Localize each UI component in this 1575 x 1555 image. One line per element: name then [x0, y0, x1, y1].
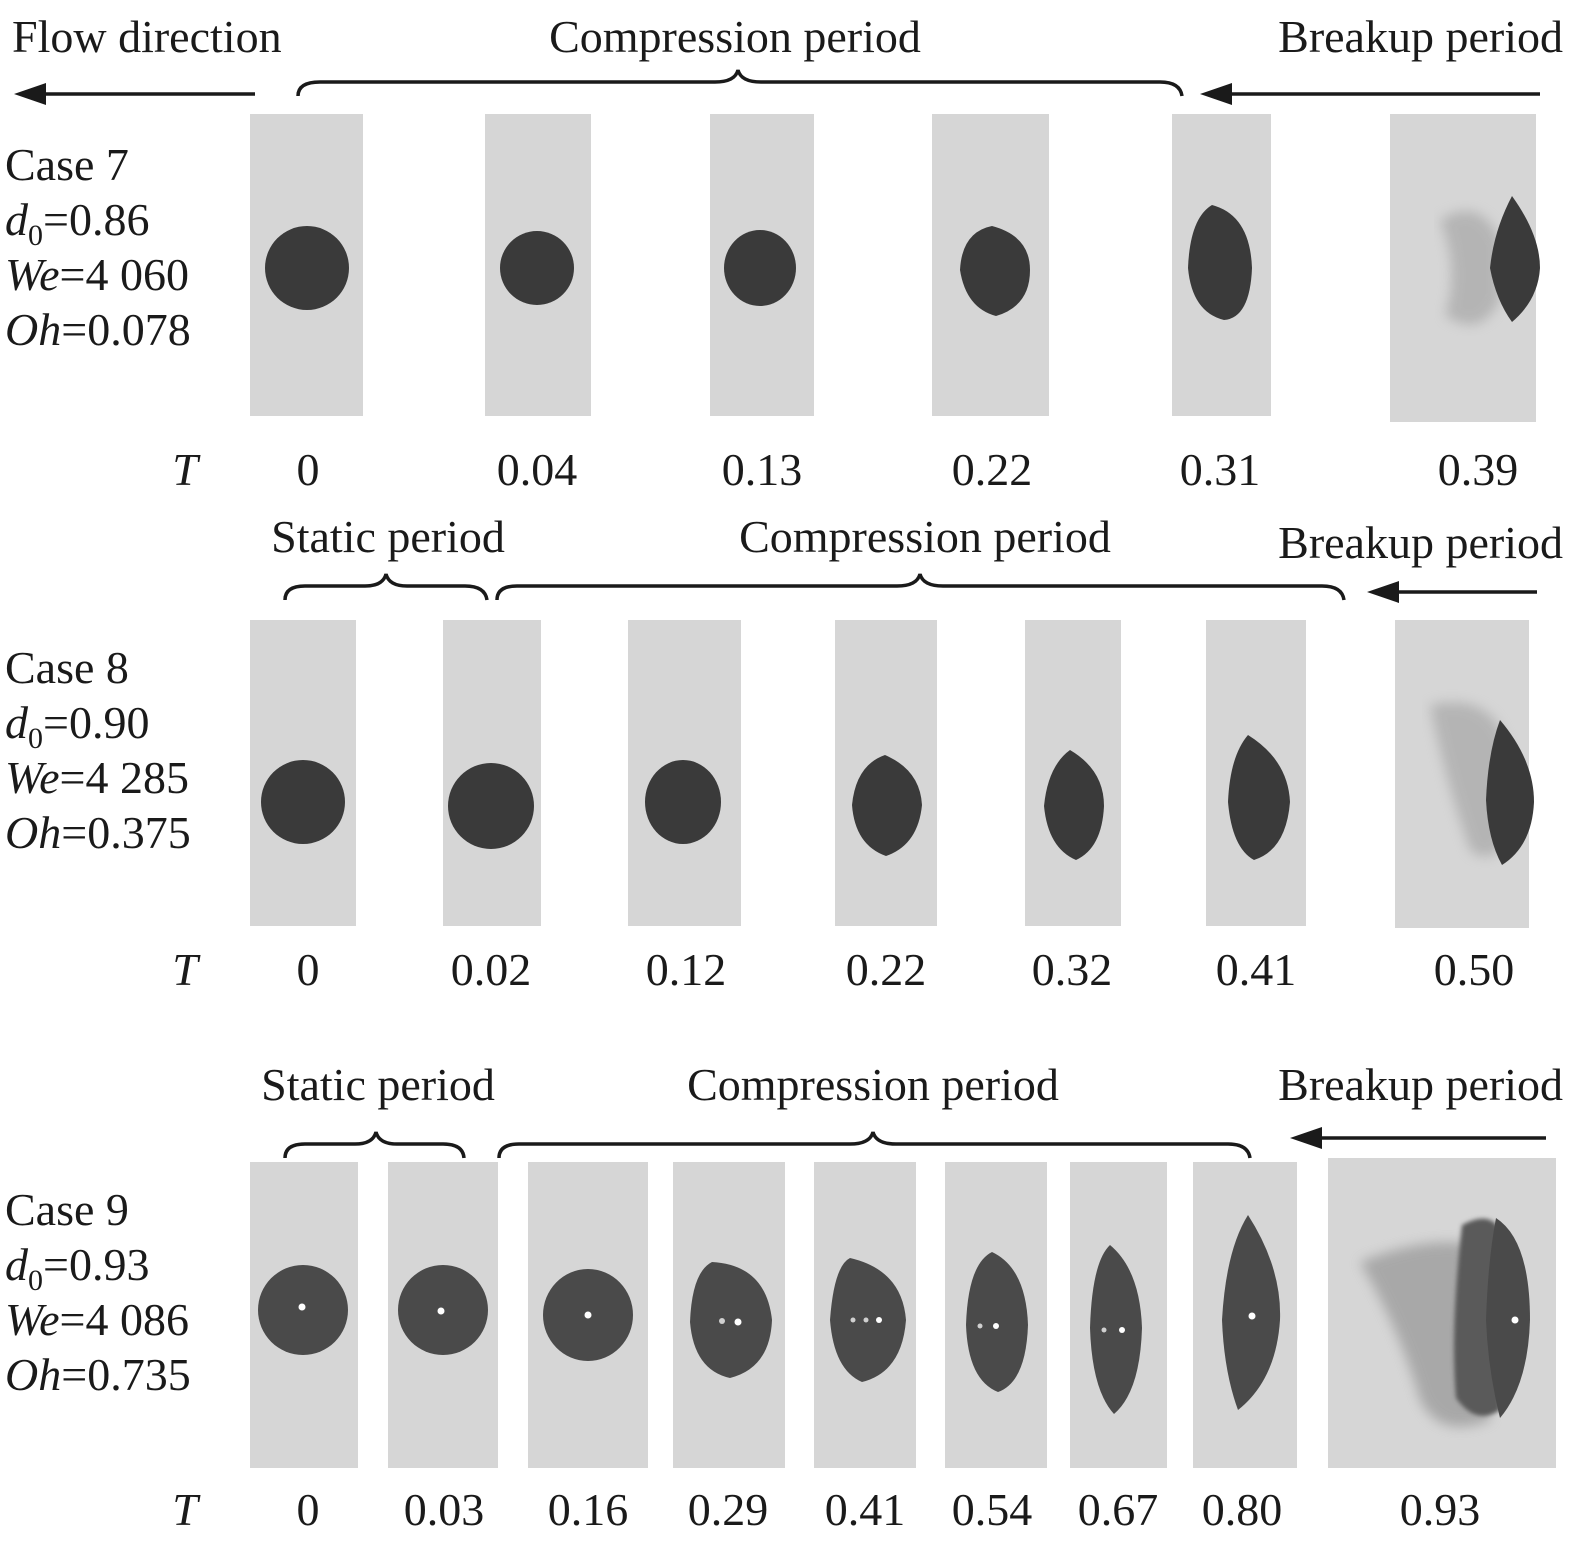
flow-direction-arrow [14, 83, 255, 105]
case9-oh: Oh=0.735 [5, 1349, 191, 1400]
t-value: 0.80 [1202, 1484, 1283, 1535]
case8-compression-period-label: Compression period [739, 511, 1111, 562]
case7-we: We=4 060 [5, 249, 189, 300]
droplet-frame [1172, 114, 1271, 416]
case7-compression-period-label: Compression period [549, 11, 921, 62]
t-value: 0.39 [1438, 444, 1519, 495]
case7-frames [250, 114, 1540, 422]
case7-label: Case 7 [5, 139, 129, 190]
droplet-frame [250, 114, 363, 416]
droplet-frame [1390, 114, 1540, 422]
case7-compression-brace [296, 69, 1184, 97]
droplet-frame [710, 114, 814, 416]
case8-compression-brace [495, 573, 1346, 601]
case8-parameters: Case 8 d0=0.90 We=4 285 Oh=0.375 [5, 642, 191, 858]
t-value: 0.03 [404, 1484, 485, 1535]
case9-frames [250, 1158, 1556, 1468]
case9-compression-period-label: Compression period [687, 1059, 1059, 1110]
t-value: 0.29 [688, 1484, 769, 1535]
t-value: 0.13 [722, 444, 803, 495]
t-value: 0.04 [497, 444, 578, 495]
case7-t-symbol: T [172, 444, 201, 495]
t-value: 0 [297, 944, 320, 995]
droplet-frame [1328, 1158, 1556, 1468]
t-value: 0.41 [825, 1484, 906, 1535]
droplet-frame [1025, 620, 1121, 926]
case8-static-period-label: Static period [271, 511, 505, 562]
case9-time-axis: T 0 0.03 0.16 0.29 0.41 0.54 0.67 0.80 0… [172, 1484, 1480, 1535]
case8-d0: d0=0.90 [5, 697, 149, 755]
case9-label: Case 9 [5, 1184, 129, 1235]
case8-t-symbol: T [172, 944, 201, 995]
droplet-frame [485, 114, 591, 416]
t-value: 0.54 [952, 1484, 1033, 1535]
droplet-frame [814, 1162, 916, 1468]
droplet-frame [250, 1162, 358, 1468]
t-value: 0.31 [1180, 444, 1261, 495]
t-value: 0.02 [451, 944, 532, 995]
case7-time-axis: T 0 0.04 0.13 0.22 0.31 0.39 [172, 444, 1518, 495]
case7-parameters: Case 7 d0=0.86 We=4 060 Oh=0.078 [5, 139, 191, 355]
case9-breakup-period-label: Breakup period [1278, 1059, 1563, 1110]
droplet-frame [1070, 1162, 1167, 1468]
t-value: 0.12 [646, 944, 727, 995]
case7-oh: Oh=0.078 [5, 304, 191, 355]
case9-d0: d0=0.93 [5, 1239, 149, 1297]
droplet-frame [528, 1162, 648, 1468]
droplet-frame [1206, 620, 1306, 926]
case9-parameters: Case 9 d0=0.93 We=4 086 Oh=0.735 [5, 1184, 191, 1400]
case8-breakup-arrow [1367, 581, 1537, 603]
droplet-frame [443, 620, 541, 926]
t-value: 0.67 [1078, 1484, 1159, 1535]
droplet-frame [250, 620, 356, 926]
case9-t-symbol: T [172, 1484, 201, 1535]
droplet-frame [388, 1162, 498, 1468]
droplet-frame [628, 620, 741, 926]
case9-we: We=4 086 [5, 1294, 189, 1345]
case8-we: We=4 285 [5, 752, 189, 803]
t-value: 0.22 [952, 444, 1033, 495]
droplet-frame [1395, 620, 1534, 928]
t-value: 0 [297, 1484, 320, 1535]
case8-static-brace [283, 573, 489, 601]
case8-frames [250, 620, 1534, 928]
case8-breakup-period-label: Breakup period [1278, 517, 1563, 568]
droplet-frame [835, 620, 937, 926]
case8-time-axis: T 0 0.02 0.12 0.22 0.32 0.41 0.50 [172, 944, 1514, 995]
droplet-frame [945, 1162, 1047, 1468]
t-value: 0.93 [1400, 1484, 1481, 1535]
t-value: 0.32 [1032, 944, 1113, 995]
case9-static-brace [283, 1131, 466, 1159]
t-value: 0.16 [548, 1484, 629, 1535]
flow-direction-label: Flow direction [12, 11, 282, 62]
case7-breakup-arrow [1200, 83, 1540, 105]
t-value: 0 [297, 444, 320, 495]
t-value: 0.50 [1434, 944, 1515, 995]
t-value: 0.41 [1216, 944, 1297, 995]
case8-label: Case 8 [5, 642, 129, 693]
droplet-frame [932, 114, 1049, 416]
droplet-frame [1193, 1162, 1297, 1468]
droplet-frame [673, 1162, 785, 1468]
t-value: 0.22 [846, 944, 927, 995]
case8-oh: Oh=0.375 [5, 807, 191, 858]
case7-d0: d0=0.86 [5, 194, 149, 252]
case9-breakup-arrow [1290, 1127, 1546, 1149]
case7-breakup-period-label: Breakup period [1278, 11, 1563, 62]
case9-compression-brace [497, 1131, 1252, 1159]
case9-static-period-label: Static period [261, 1059, 495, 1110]
